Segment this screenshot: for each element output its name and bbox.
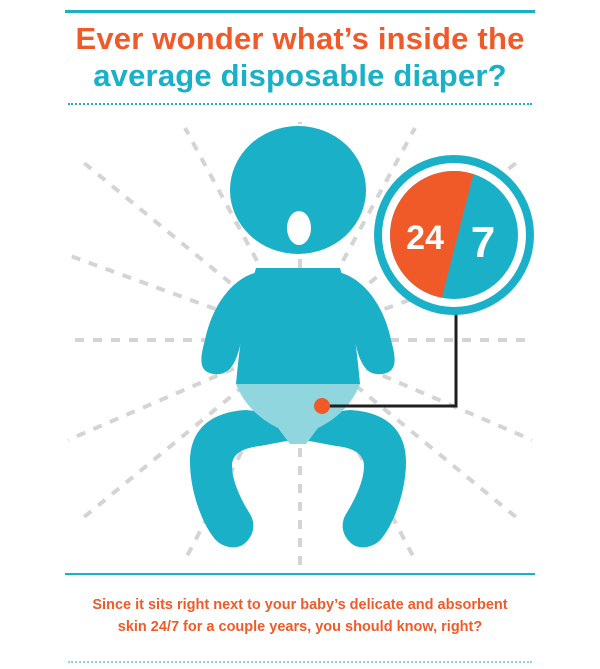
title-line-2: average disposable diaper? <box>93 58 507 93</box>
callout-line <box>322 303 458 408</box>
baby-diaper-illustration: 24 7 <box>67 122 534 568</box>
bottom-rule <box>65 573 535 575</box>
diaper-icon <box>236 384 360 444</box>
caption-line-1: Since it sits right next to your baby’s … <box>92 597 508 613</box>
caption-line-2: skin 24/7 for a couple years, you should… <box>117 619 483 635</box>
bottom-dotted-divider <box>68 661 532 663</box>
title-line-1: Ever wonder what’s inside the <box>75 21 525 56</box>
caption: Since it sits right next to your baby’s … <box>0 594 600 638</box>
page-title: Ever wonder what’s inside the average di… <box>0 20 600 94</box>
badge-7-text: 7 <box>471 218 495 267</box>
title-dotted-divider <box>68 103 532 105</box>
top-rule <box>65 10 535 13</box>
baby-figure-icon <box>190 126 406 548</box>
badge-24-text: 24 <box>406 219 444 257</box>
diaper-marker-dot <box>314 398 330 414</box>
24-7-circle-icon: 24 7 <box>374 155 534 315</box>
